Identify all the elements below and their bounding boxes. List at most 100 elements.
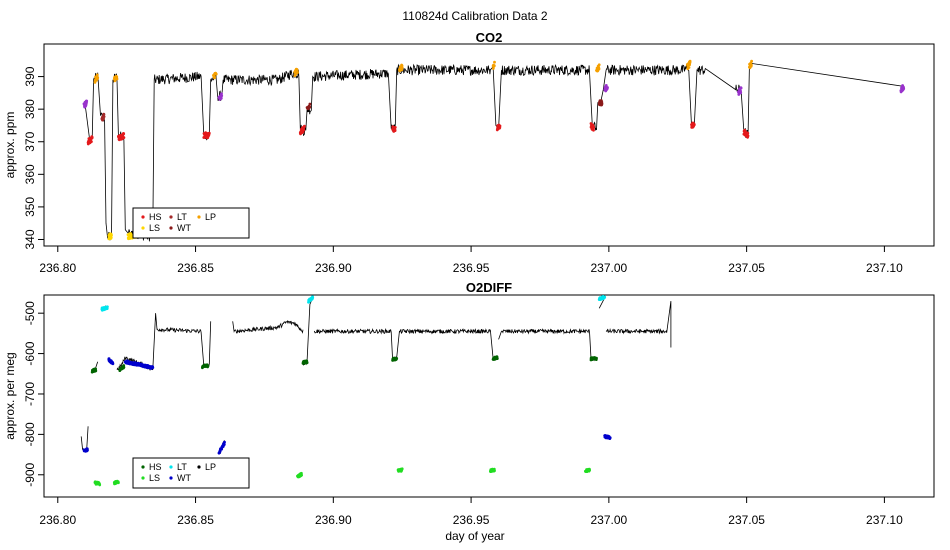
o2diff-axes: 236.80 236.85 236.90 236.95 237.00 237.05 237.… [23,301,903,527]
o2diff-legend-frame [132,457,250,489]
o2diff-point-cluster-o2_LS [396,467,404,473]
figure-title: 110824d Calibration Data 2 [402,9,548,23]
o2diff-point [86,448,89,452]
co2-legend-marker-LS [141,226,145,230]
o2diff-point-cluster-o2_LS [489,467,496,473]
co2-point [750,59,753,63]
co2-point [219,96,223,100]
o2diff-point [493,469,496,473]
co2-point [600,102,604,106]
co2-point [122,136,126,140]
co2-point-cluster-purple [217,92,224,101]
o2diff-y-tick-label: -900 [23,462,37,486]
co2-axes: 236.80 236.85 236.90 236.95 237.00 237.05 237.… [23,66,903,275]
o2diff-legend-marker-HS [141,465,145,469]
co2-y-axis-label: approx. ppm [3,112,17,179]
co2-point-cluster-HS [391,125,397,133]
co2-point-cluster-LT [100,112,106,122]
co2-point [102,117,105,121]
co2-point [303,124,306,128]
co2-point [750,63,753,67]
co2-point [122,132,126,136]
co2-point [96,76,100,80]
o2diff-legend-marker-WT [169,476,173,480]
o2diff-y-tick-label: -500 [23,301,37,325]
o2diff-point [206,364,210,368]
co2-legend-marker-WT [169,226,173,230]
o2diff-point-cluster-o2_LT [100,305,109,312]
o2diff-point [588,468,591,472]
o2diff-trace-line [302,297,314,366]
co2-point [85,99,89,103]
co2-point [102,113,106,116]
o2diff-panel-title: O2DIFF [466,280,512,295]
co2-point [739,91,743,94]
o2diff-trace [80,297,672,454]
o2diff-trace-line [116,313,212,371]
o2diff-point [111,362,115,366]
o2diff-point-cluster-o2_WT [217,440,226,455]
o2diff-trace-line [498,328,597,362]
co2-point-cluster-HS [117,132,126,142]
co2-point [687,66,691,69]
co2-y-tick-label: 370 [23,131,37,151]
o2diff-point-cluster-o2_WT [82,447,89,453]
o2diff-point-cluster-o2_WT [123,359,155,370]
o2diff-point-cluster-o2_LT [307,295,315,304]
co2-point-cluster-purple [82,99,89,109]
co2-point-cluster-LP [112,74,119,83]
o2diff-point [603,295,607,299]
o2diff-point [305,361,309,365]
o2diff-y-tick-label: -800 [23,422,37,446]
o2diff-point [311,296,315,299]
co2-point [597,63,601,67]
co2-point-cluster-LP [293,67,299,77]
o2diff-calibration-points [82,295,612,487]
o2diff-point [395,357,399,360]
co2-point [90,136,94,140]
co2-x-tick-label: 237.00 [591,261,628,275]
co2-point-cluster-HS [298,124,306,136]
co2-point-cluster-HS [86,135,94,146]
co2-legend-label-LP: LP [205,212,216,222]
o2diff-y-tick-label: -600 [23,341,37,365]
o2diff-x-tick-label: 236.85 [177,513,214,527]
o2diff-point [151,366,155,369]
o2diff-point-cluster-o2_HS [201,363,210,370]
o2diff-point [222,443,226,446]
co2-trace [84,63,904,242]
o2diff-point-cluster-o2_LS [296,471,303,479]
co2-x-tick-label: 237.10 [866,261,903,275]
co2-point [592,128,595,132]
co2-trace-line [84,63,904,242]
o2diff-legend-label-LS: LS [149,473,160,483]
co2-point [207,131,211,135]
co2-y-tick-label: 340 [23,229,37,249]
o2diff-point-cluster-o2_WT [107,357,115,366]
co2-point-cluster-LP [595,63,601,73]
o2diff-point-cluster-o2_WT [603,434,612,440]
co2-point [746,134,750,138]
co2-point-cluster-HS [690,121,696,129]
co2-point-cluster-LP [93,73,100,84]
o2diff-point-cluster-o2_HS [301,359,309,365]
co2-point [115,77,119,81]
o2diff-point-cluster-o2_HS [391,356,399,362]
o2diff-y-axis-label: approx. per meg [3,352,17,439]
co2-point-cluster-purple [899,84,906,94]
co2-x-tick-label: 236.95 [453,261,490,275]
co2-x-tick-label: 236.80 [39,261,76,275]
co2-point [296,71,299,74]
co2-point [110,233,113,237]
co2-point [400,66,404,69]
o2diff-legend-marker-LS [141,476,145,480]
co2-panel: CO2 approx. ppm 236.80 236.85 236.90 236.95… [3,30,935,275]
o2diff-point [400,467,404,471]
o2diff-panel: O2DIFF approx. per meg day of year 236.8… [3,280,935,543]
co2-y-tick-label: 350 [23,197,37,217]
co2-point [302,128,306,132]
co2-point-cluster-LS [107,232,113,241]
o2diff-point-cluster-o2_HS [491,355,499,361]
o2diff-point-cluster-o2_LS [93,480,102,487]
